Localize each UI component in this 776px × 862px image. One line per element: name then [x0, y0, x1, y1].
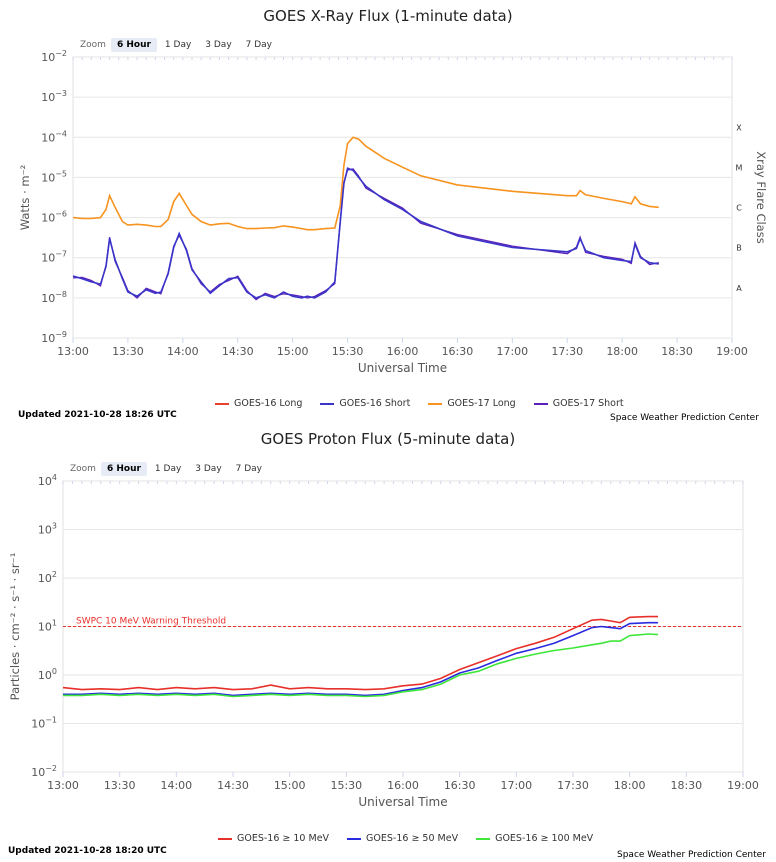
flare-class-label: C [736, 204, 742, 213]
x-tick-label: 18:30 [670, 779, 702, 792]
legend-goes16-long[interactable]: GOES-16 Long [215, 398, 302, 409]
x-tick-label: 13:30 [104, 779, 136, 792]
series-goes-16-short [72, 167, 659, 299]
y-tick-label: 10−8 [41, 290, 67, 305]
zoom-6-hour-button[interactable]: 6 Hour [100, 462, 147, 476]
y-tick-label: 10−1 [31, 716, 57, 731]
x-tick-label: 16:00 [387, 345, 419, 358]
x-tick-label: 19:00 [716, 345, 748, 358]
series-goes-16-50-mev [63, 621, 658, 697]
zoom-3-day-button[interactable]: 3 Day [195, 464, 222, 474]
x-tick-label: 14:00 [167, 345, 199, 358]
y-axis-title: Watts · m⁻² [18, 165, 32, 231]
series-goes-17-long [72, 136, 659, 231]
legend-goes16-short[interactable]: GOES-16 Short [320, 398, 410, 409]
legend-goes17-long[interactable]: GOES-17 Long [428, 398, 516, 409]
zoom-3-day-button[interactable]: 3 Day [205, 40, 232, 50]
proton-updated-text: Updated 2021-10-28 18:20 UTC [8, 846, 167, 856]
xray-chart-title: GOES X-Ray Flux (1-minute data) [263, 7, 513, 25]
proton-legend: GOES-16 ≥ 10 MeV GOES-16 ≥ 50 MeV GOES-1… [218, 833, 593, 844]
flare-class-label: A [736, 284, 742, 293]
x-axis-title: Universal Time [358, 795, 447, 809]
x-tick-label: 17:30 [551, 345, 583, 358]
proton-chart-title: GOES Proton Flux (5-minute data) [260, 430, 516, 448]
threshold-label: SWPC 10 MeV Warning Threshold [76, 617, 226, 627]
zoom-7-day-button[interactable]: 7 Day [245, 40, 272, 50]
zoom-7-day-button[interactable]: 7 Day [235, 464, 262, 474]
zoom-6-hour-button[interactable]: 6 Hour [110, 38, 157, 52]
y-tick-label: 10−7 [41, 250, 67, 265]
x-tick-label: 18:00 [614, 779, 646, 792]
xray-chart: 10−2 10−3 10−4 10−5 10−6 10−7 10−8 10−913:00 13:… [18, 49, 768, 375]
proton-chart: 104 103 102 101 100 10−1 10−213:00 13:30 14:00 14… [8, 473, 759, 809]
x-tick-label: 16:30 [442, 345, 474, 358]
xray-legend: GOES-16 Long GOES-16 Short GOES-17 Long … [215, 398, 624, 409]
x-tick-label: 15:00 [277, 345, 309, 358]
legend-goes16-100mev[interactable]: GOES-16 ≥ 100 MeV [476, 833, 593, 844]
x-tick-label: 15:30 [330, 779, 362, 792]
y-tick-label: 10−9 [41, 330, 67, 345]
xray-credit: Space Weather Prediction Center [610, 413, 759, 423]
proton-panel: GOES Proton Flux (5-minute data) Zoom 6 … [0, 430, 776, 862]
x-tick-label: 16:30 [444, 779, 476, 792]
x-axis-title: Universal Time [358, 361, 447, 375]
series-goes17-short [72, 168, 659, 301]
xray-zoom-bar: Zoom 6 Hour 1 Day 3 Day 7 Day [80, 38, 278, 52]
x-tick-label: 17:00 [496, 345, 528, 358]
x-tick-label: 13:00 [57, 345, 89, 358]
y2-axis-title: Xray Flare Class [754, 151, 768, 243]
x-tick-label: 14:30 [217, 779, 249, 792]
x-tick-label: 15:30 [332, 345, 364, 358]
zoom-label: Zoom [70, 464, 96, 474]
zoom-label: Zoom [80, 40, 106, 50]
xray-updated-text: Updated 2021-10-28 18:26 UTC [18, 410, 177, 420]
y-tick-label: 10−2 [31, 764, 57, 779]
x-tick-label: 18:00 [606, 345, 638, 358]
legend-goes16-50mev[interactable]: GOES-16 ≥ 50 MeV [347, 833, 458, 844]
y-tick-label: 103 [38, 522, 57, 537]
x-tick-label: 13:30 [112, 345, 144, 358]
y-tick-label: 102 [38, 570, 57, 585]
y-axis-title: Particles · cm⁻² · s⁻¹ · sr⁻¹ [8, 553, 22, 701]
xray-panel: GOES X-Ray Flux (1-minute data) Zoom 6 H… [0, 0, 776, 430]
legend-goes17-short[interactable]: GOES-17 Short [533, 398, 624, 409]
x-tick-label: 15:00 [274, 779, 306, 792]
x-tick-label: 17:00 [500, 779, 532, 792]
proton-credit: Space Weather Prediction Center [617, 850, 766, 860]
flare-class-label: M [736, 163, 743, 172]
x-tick-label: 13:00 [47, 779, 79, 792]
plot-area [72, 56, 733, 339]
legend-goes16-10mev[interactable]: GOES-16 ≥ 10 MeV [218, 833, 329, 844]
y-tick-label: 10−5 [41, 169, 67, 184]
zoom-1-day-button[interactable]: 1 Day [164, 40, 192, 50]
y-tick-label: 10−6 [41, 210, 67, 225]
zoom-1-day-button[interactable]: 1 Day [154, 464, 182, 474]
y-tick-label: 104 [38, 473, 57, 488]
y-tick-label: 10−3 [41, 89, 67, 104]
series-goes-16-10-mev [62, 615, 658, 691]
x-tick-label: 18:30 [661, 345, 693, 358]
y-tick-label: 10−4 [41, 129, 67, 144]
flare-class-label: B [736, 244, 742, 253]
x-tick-label: 14:30 [222, 345, 254, 358]
x-tick-label: 17:30 [557, 779, 589, 792]
x-tick-label: 19:00 [727, 779, 759, 792]
flare-class-label: X [736, 123, 742, 132]
y-tick-label: 100 [38, 667, 57, 682]
y-tick-label: 101 [38, 619, 57, 634]
x-tick-label: 16:00 [387, 779, 419, 792]
series-goes-16-100-mev [63, 633, 659, 698]
proton-zoom-bar: Zoom 6 Hour 1 Day 3 Day 7 Day [70, 462, 268, 476]
y-tick-label: 10−2 [41, 49, 67, 64]
x-tick-label: 14:00 [160, 779, 192, 792]
